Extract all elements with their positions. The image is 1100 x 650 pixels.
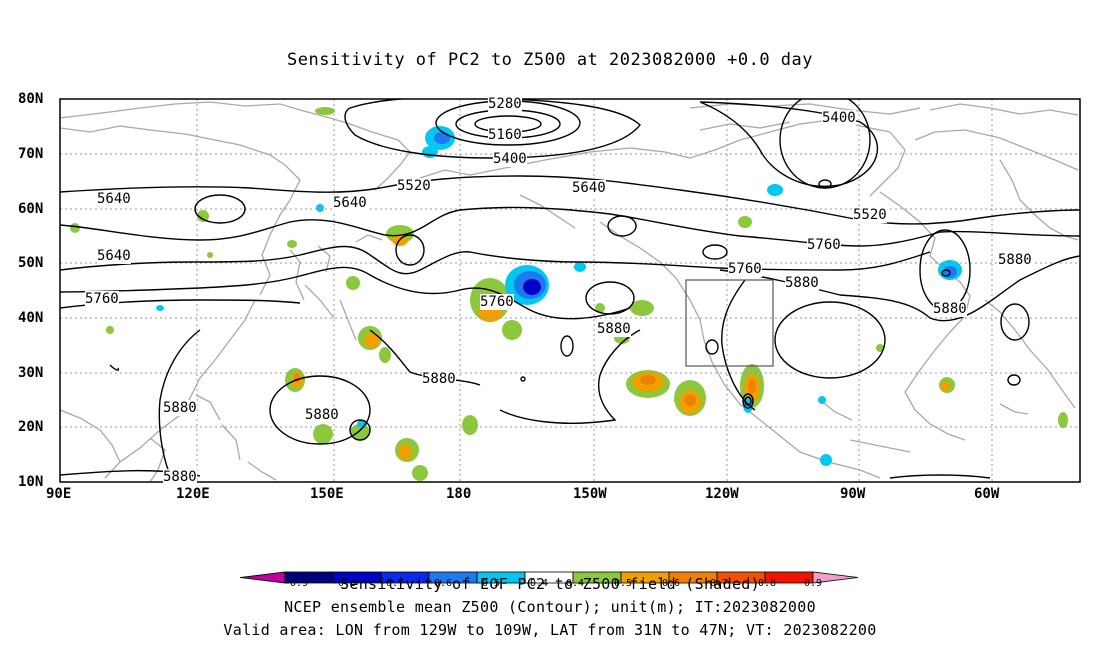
contour-label: 5760 xyxy=(480,294,514,310)
legend-swatch xyxy=(812,571,859,584)
contour-label: 5880 xyxy=(163,400,197,416)
coastlines xyxy=(60,101,1079,482)
contour-label: 5880 xyxy=(998,252,1032,268)
contour-label: 5760 xyxy=(807,237,841,253)
lon-label: 120E xyxy=(176,486,210,502)
sensitivity-shading xyxy=(70,107,1068,481)
lat-label: 30N xyxy=(18,365,44,381)
valid-area-box xyxy=(685,279,774,367)
legend-tick: 0.5 xyxy=(614,578,633,589)
contour-label: 5640 xyxy=(572,180,606,196)
plot-frame xyxy=(59,98,1081,483)
legend-tick: 0.6 xyxy=(662,578,681,589)
lat-label: 10N xyxy=(18,474,44,490)
lat-lon-grid xyxy=(60,99,1080,482)
lat-label: 50N xyxy=(18,255,44,271)
legend-tick: 0.4 xyxy=(566,578,585,589)
lon-label: 150W xyxy=(573,486,607,502)
contour-label: 5880 xyxy=(305,407,339,423)
legend-tick: -0.6 xyxy=(428,578,453,589)
legend-tick: -0.7 xyxy=(380,578,405,589)
lon-label: 120W xyxy=(705,486,739,502)
lat-label: 60N xyxy=(18,201,44,217)
legend-tick: -0.8 xyxy=(332,578,357,589)
lat-label: 40N xyxy=(18,310,44,326)
color-bar-legend xyxy=(240,571,859,584)
contour-label: 5280 xyxy=(488,96,522,112)
contour-label: 5880 xyxy=(785,275,819,291)
contour-label: 5400 xyxy=(493,151,527,167)
caption-line-1: Sensitivity of EOF PC2 to Z500 field (Sh… xyxy=(340,575,760,593)
contour-label: 5880 xyxy=(933,301,967,317)
lat-label: 20N xyxy=(18,419,44,435)
caption-line-3: Valid area: LON from 129W to 109W, LAT f… xyxy=(223,621,877,639)
lon-label: 90E xyxy=(46,486,72,502)
legend-tick: 0.7 xyxy=(710,578,729,589)
contour-label: 5520 xyxy=(397,178,431,194)
contour-label: 5640 xyxy=(333,195,367,211)
contour-label: 5760 xyxy=(728,261,762,277)
lat-label: 80N xyxy=(18,91,44,107)
lon-label: 150E xyxy=(310,486,344,502)
lon-label: 90W xyxy=(840,486,866,502)
legend-tick: 0.9 xyxy=(804,578,823,589)
map-title: Sensitivity of PC2 to Z500 at 2023082000… xyxy=(286,50,813,70)
contour-label: 5880 xyxy=(597,321,631,337)
contour-label: 5760 xyxy=(85,291,119,307)
contour-label: 5400 xyxy=(822,110,856,126)
contour-label: 5880 xyxy=(422,371,456,387)
lon-label: 180 xyxy=(446,486,472,502)
legend-tick: -0.9 xyxy=(284,578,309,589)
contour-label: 5160 xyxy=(488,127,522,143)
contour-label: 5640 xyxy=(97,191,131,207)
contour-label: 5640 xyxy=(97,248,131,264)
lon-label: 60W xyxy=(974,486,1000,502)
legend-tick: -0.4 xyxy=(524,578,549,589)
z500-contours xyxy=(60,99,1080,479)
contour-label: 5520 xyxy=(853,207,887,223)
legend-tick: 0.8 xyxy=(758,578,777,589)
caption-line-2: NCEP ensemble mean Z500 (Contour); unit(… xyxy=(284,598,816,616)
legend-tick: -0.5 xyxy=(476,578,501,589)
contour-label: 5880 xyxy=(163,469,197,485)
lat-label: 70N xyxy=(18,146,44,162)
